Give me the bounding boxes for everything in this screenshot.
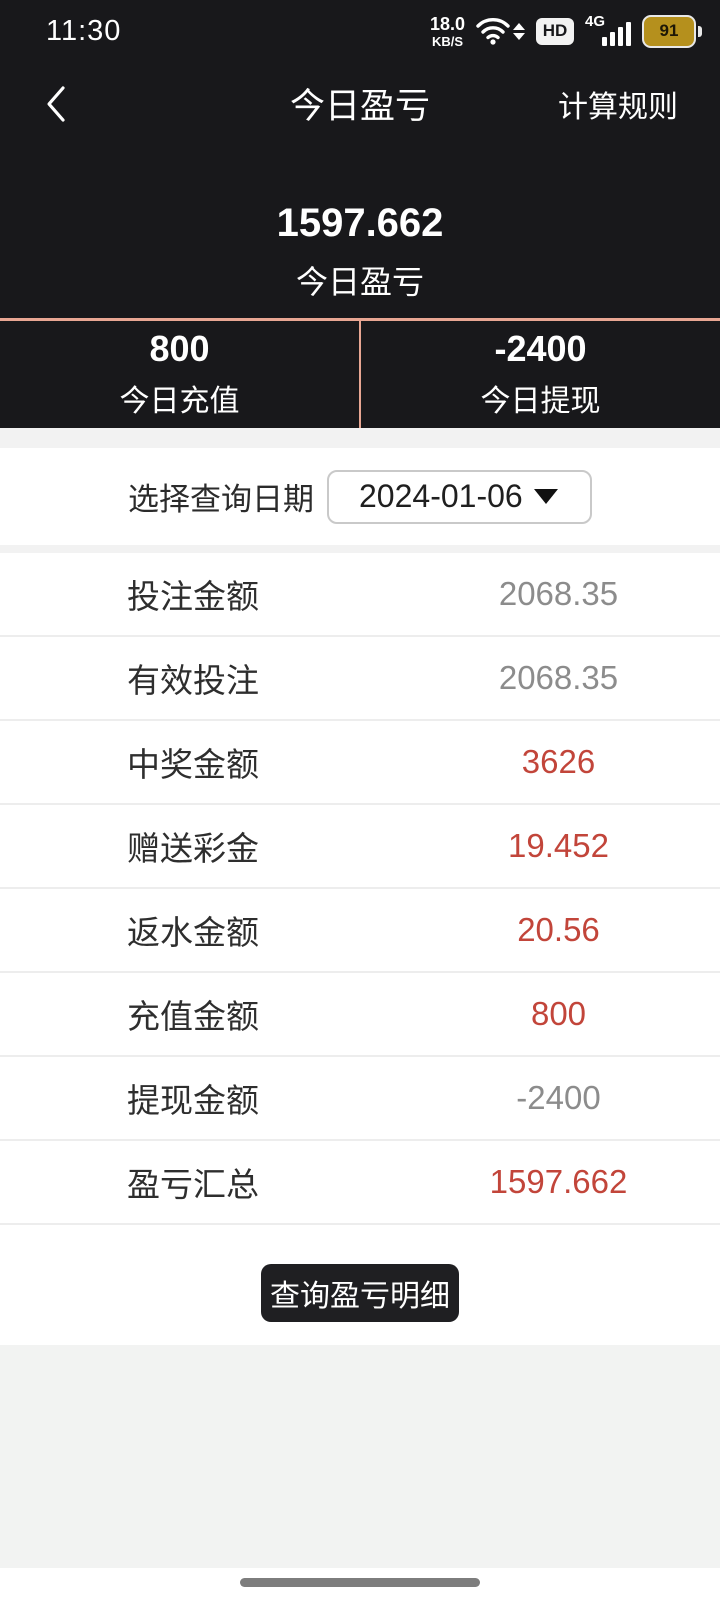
battery-indicator: 91 [642,14,702,48]
today-profit-amount: 1597.662 [276,201,444,245]
date-select-dropdown[interactable]: 2024-01-06 [327,469,592,524]
row-label: 中奖金额 [127,746,259,783]
wifi-icon [476,18,510,45]
today-deposit-value: 800 [149,327,210,369]
table-row: 有效投注 2068.35 [0,637,720,721]
section-divider [0,545,720,553]
row-value: 3626 [521,743,596,780]
network-type-label: 4G [585,13,606,30]
row-label: 赠送彩金 [127,830,259,867]
table-row: 返水金额 20.56 [0,889,720,973]
signal-bars-icon [602,22,631,46]
row-label: 有效投注 [127,662,259,699]
nav-bar: 今日盈亏 计算规则 [0,62,720,145]
gesture-bar-area [0,1568,720,1600]
row-value: 2068.35 [498,659,619,696]
clock: 11:30 [46,14,122,47]
today-withdraw-cell: -2400 今日提现 [361,321,720,428]
table-row: 投注金额 2068.35 [0,553,720,637]
battery-cap [698,25,702,37]
table-row: 提现金额 -2400 [0,1057,720,1141]
network-speed-unit: KB/S [431,33,463,49]
row-value: 19.452 [508,827,609,864]
today-deposit-label: 今日充值 [119,385,240,419]
row-label: 充值金额 [127,998,259,1035]
dark-header-block: 11:30 18.0 KB/S [0,0,720,428]
battery-percent: 91 [659,21,679,40]
network-speed-value: 18.0 [429,13,465,34]
date-picker-label: 选择查询日期 [128,482,314,517]
row-value: 2068.35 [498,575,619,612]
calc-rules-button[interactable]: 计算规则 [558,90,678,124]
row-label: 盈亏汇总 [127,1166,259,1203]
row-label: 提现金额 [127,1082,259,1119]
home-indicator[interactable] [240,1578,480,1587]
today-withdraw-value: -2400 [494,327,587,369]
today-profit-label: 今日盈亏 [295,264,424,300]
today-deposit-cell: 800 今日充值 [0,321,361,428]
network-speed-indicator: 18.0 KB/S [430,15,465,48]
battery-icon: 91 [642,14,696,48]
row-value: 1597.662 [489,1163,628,1200]
row-value: -2400 [516,1079,601,1116]
deposit-withdraw-band: 800 今日充值 -2400 今日提现 [0,318,720,428]
dropdown-caret-icon [534,489,558,504]
row-value: 800 [530,995,587,1032]
action-section: 查询盈亏明细 [0,1225,720,1345]
status-bar: 11:30 18.0 KB/S [0,0,720,62]
today-withdraw-label: 今日提现 [480,385,601,419]
table-row: 赠送彩金 19.452 [0,805,720,889]
today-profit-summary: 1597.662 今日盈亏 [0,145,720,318]
table-row: 中奖金额 3626 [0,721,720,805]
back-button[interactable] [44,84,74,124]
date-picker-row: 选择查询日期 2024-01-06 [0,448,720,545]
data-transfer-arrows-icon [513,22,525,40]
row-value: 20.56 [517,911,600,948]
page-title: 今日盈亏 [289,87,430,126]
section-divider [0,428,720,448]
row-label: 返水金额 [127,914,259,951]
table-row: 充值金额 800 [0,973,720,1057]
selected-date: 2024-01-06 [359,478,523,514]
query-profit-detail-button[interactable]: 查询盈亏明细 [261,1264,459,1322]
empty-area [0,1345,720,1568]
back-chevron-icon [47,85,65,122]
hd-voice-icon: HD [536,17,574,45]
cellular-signal-icon: 4G [585,14,631,48]
detail-list: 投注金额 2068.35 有效投注 2068.35 中奖金额 3626 赠送彩金… [0,553,720,1225]
row-label: 投注金额 [127,578,259,615]
status-icons: 18.0 KB/S HD 4 [430,14,702,48]
table-row: 盈亏汇总 1597.662 [0,1141,720,1225]
wifi-indicator [476,17,525,45]
